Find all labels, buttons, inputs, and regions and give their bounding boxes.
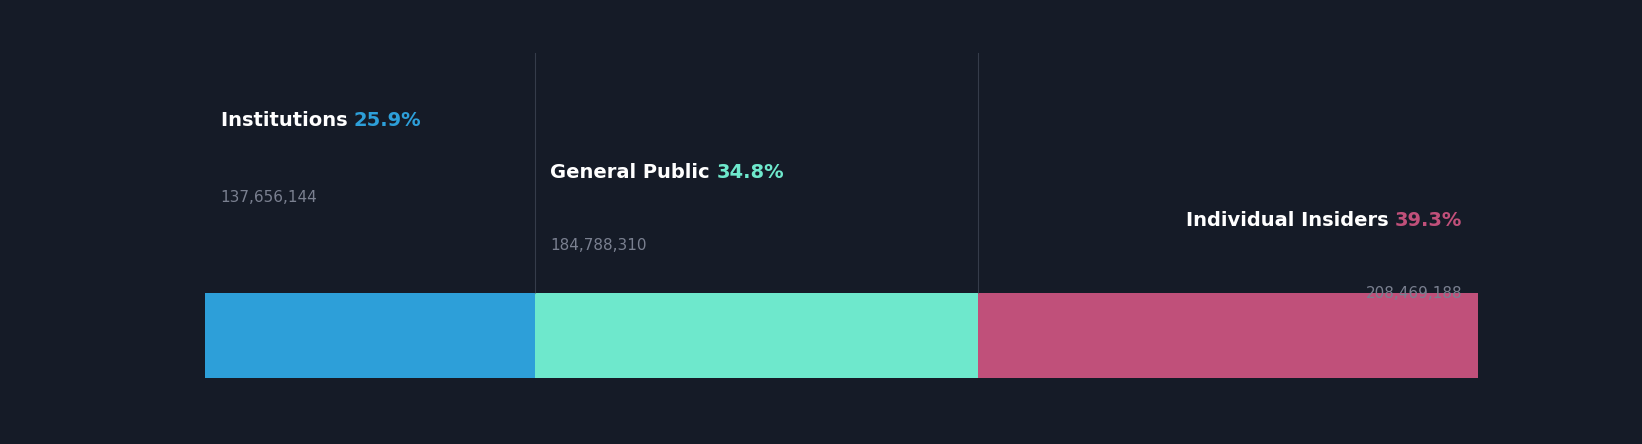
Text: General Public: General Public [550, 163, 716, 182]
Text: Individual Insiders: Individual Insiders [1186, 210, 1389, 230]
Bar [535, 293, 977, 378]
Text: Institutions: Institutions [220, 111, 355, 131]
Text: 34.8%: 34.8% [716, 163, 785, 182]
Text: 25.9%: 25.9% [355, 111, 422, 131]
Text: 208,469,188: 208,469,188 [1366, 286, 1463, 301]
Bar [977, 293, 1478, 378]
Bar [205, 293, 535, 378]
Text: 184,788,310: 184,788,310 [550, 238, 647, 253]
Text: 39.3%: 39.3% [1396, 210, 1463, 230]
Text: 137,656,144: 137,656,144 [220, 190, 317, 205]
